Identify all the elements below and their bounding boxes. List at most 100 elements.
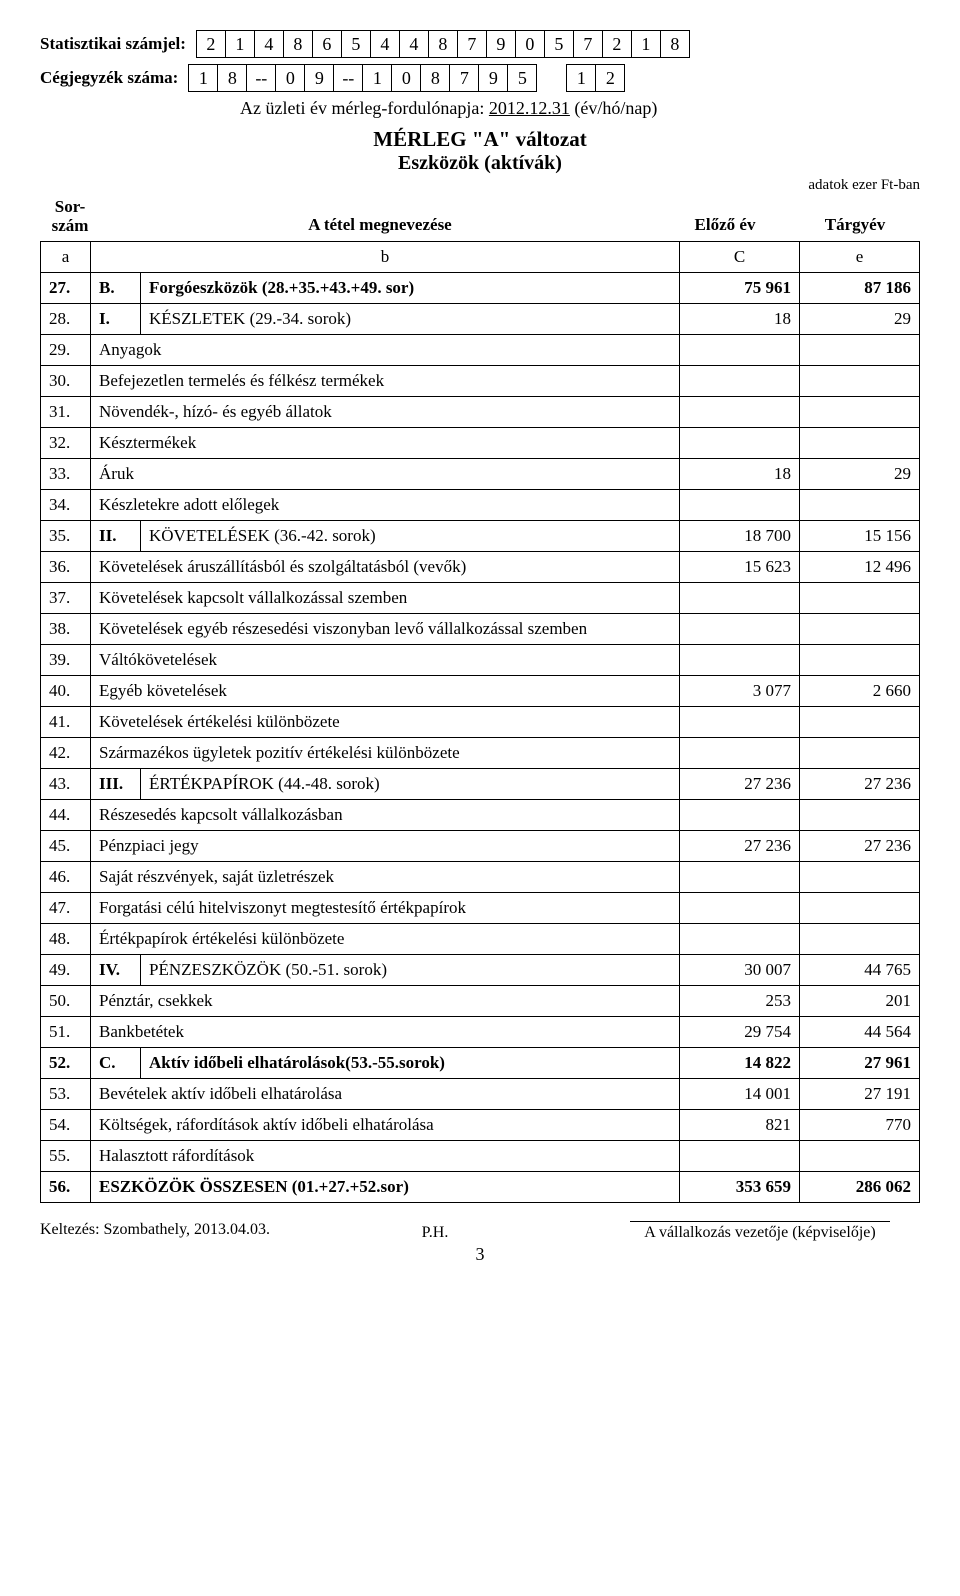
table-row: 38.Követelések egyéb részesedési viszony… (41, 614, 920, 645)
digit-box: 9 (486, 30, 516, 58)
cell-description: Anyagok (91, 335, 680, 366)
cell-prev-year: 18 700 (680, 521, 800, 552)
date-suffix: (év/hó/nap) (574, 98, 657, 118)
digit-box: 8 (283, 30, 313, 58)
table-row: 55.Halasztott ráfordítások (41, 1141, 920, 1172)
cell-curr-year (800, 335, 920, 366)
cell-prev-year: 27 236 (680, 831, 800, 862)
cell-curr-year (800, 645, 920, 676)
cell-sorszam: 34. (41, 490, 91, 521)
cell-curr-year (800, 1141, 920, 1172)
cell-curr-year: 12 496 (800, 552, 920, 583)
digit-box: 0 (275, 64, 305, 92)
cell-description: Saját részvények, saját üzletrészek (91, 862, 680, 893)
cell-description: ÉRTÉKPAPÍROK (44.-48. sorok) (141, 769, 680, 800)
cell-sorszam: 40. (41, 676, 91, 707)
cell-description: Pénztár, csekkek (91, 986, 680, 1017)
cell-sorszam: 46. (41, 862, 91, 893)
cell-sorszam: 31. (41, 397, 91, 428)
cell-curr-year (800, 583, 920, 614)
table-row: 42.Származékos ügyletek pozitív értékelé… (41, 738, 920, 769)
hdr-targyev: Tárgyév (790, 215, 920, 235)
cell-description: Pénzpiaci jegy (91, 831, 680, 862)
cell-description: KÉSZLETEK (29.-34. sorok) (141, 304, 680, 335)
col-letter-c: C (680, 242, 800, 273)
digit-box: -- (246, 64, 276, 92)
page-number: 3 (40, 1244, 920, 1265)
cell-sorszam: 44. (41, 800, 91, 831)
col-letter-b: b (91, 242, 680, 273)
digit-box: 1 (362, 64, 392, 92)
cell-description: Költségek, ráfordítások aktív időbeli el… (91, 1110, 680, 1141)
cell-section: II. (91, 521, 141, 552)
cell-description: Váltókövetelések (91, 645, 680, 676)
cell-prev-year (680, 800, 800, 831)
digit-box: 4 (370, 30, 400, 58)
table-row: 32.Késztermékek (41, 428, 920, 459)
table-row: 44.Részesedés kapcsolt vállalkozásban (41, 800, 920, 831)
cell-curr-year: 2 660 (800, 676, 920, 707)
table-row: 35.II.KÖVETELÉSEK (36.-42. sorok)18 7001… (41, 521, 920, 552)
stat-id-boxes: 21486544879057218 (196, 30, 690, 58)
cell-description: Aktív időbeli elhatárolások(53.-55.sorok… (141, 1048, 680, 1079)
cell-sorszam: 35. (41, 521, 91, 552)
cell-prev-year: 821 (680, 1110, 800, 1141)
cell-description: Követelések kapcsolt vállalkozással szem… (91, 583, 680, 614)
cell-sorszam: 38. (41, 614, 91, 645)
cell-description: PÉNZESZKÖZÖK (50.-51. sorok) (141, 955, 680, 986)
digit-box: 1 (188, 64, 218, 92)
cell-section: I. (91, 304, 141, 335)
col-letter-a: a (41, 242, 91, 273)
cell-prev-year: 15 623 (680, 552, 800, 583)
cell-prev-year (680, 428, 800, 459)
table-row: 46.Saját részvények, saját üzletrészek (41, 862, 920, 893)
cell-sorszam: 41. (41, 707, 91, 738)
digit-box: 7 (449, 64, 479, 92)
digit-box: 8 (420, 64, 450, 92)
digit-box: 5 (544, 30, 574, 58)
cell-sorszam: 30. (41, 366, 91, 397)
table-body: 27.B.Forgóeszközök (28.+35.+43.+49. sor)… (41, 273, 920, 1203)
cell-description: Követelések egyéb részesedési viszonyban… (91, 614, 680, 645)
digit-box: 5 (341, 30, 371, 58)
title-block: MÉRLEG "A" változat Eszközök (aktívák) (40, 127, 920, 175)
cell-prev-year (680, 1141, 800, 1172)
keltezes: Keltezés: Szombathely, 2013.04.03. (40, 1221, 270, 1239)
cell-prev-year (680, 893, 800, 924)
title-main: MÉRLEG "A" változat (40, 127, 920, 152)
cell-description: Egyéb követelések (91, 676, 680, 707)
cell-curr-year (800, 800, 920, 831)
table-row: 29.Anyagok (41, 335, 920, 366)
table-row: 52.C.Aktív időbeli elhatárolások(53.-55.… (41, 1048, 920, 1079)
cell-prev-year: 18 (680, 304, 800, 335)
cell-prev-year: 18 (680, 459, 800, 490)
digit-box: 2 (595, 64, 625, 92)
cell-curr-year: 44 765 (800, 955, 920, 986)
cell-sorszam: 33. (41, 459, 91, 490)
cell-sorszam: 56. (41, 1172, 91, 1203)
cell-description: Áruk (91, 459, 680, 490)
cell-sorszam: 39. (41, 645, 91, 676)
table-row: 39.Váltókövetelések (41, 645, 920, 676)
cell-curr-year: 27 236 (800, 831, 920, 862)
table-row: 34.Készletekre adott előlegek (41, 490, 920, 521)
cell-sorszam: 29. (41, 335, 91, 366)
cell-description: Értékpapírok értékelési különbözete (91, 924, 680, 955)
cell-prev-year (680, 924, 800, 955)
cell-curr-year: 770 (800, 1110, 920, 1141)
cell-description: Bevételek aktív időbeli elhatárolása (91, 1079, 680, 1110)
table-row: 31.Növendék-, hízó- és egyéb állatok (41, 397, 920, 428)
cell-description: Növendék-, hízó- és egyéb állatok (91, 397, 680, 428)
reg-id-label: Cégjegyzék száma: (40, 68, 178, 88)
cell-curr-year (800, 862, 920, 893)
digit-box: 1 (631, 30, 661, 58)
reg-id-row: Cégjegyzék száma: 18--09--10879512 (40, 64, 920, 92)
digit-box: 4 (254, 30, 284, 58)
cell-prev-year: 3 077 (680, 676, 800, 707)
cell-prev-year: 27 236 (680, 769, 800, 800)
cell-sorszam: 50. (41, 986, 91, 1017)
cell-description: Részesedés kapcsolt vállalkozásban (91, 800, 680, 831)
digit-box: 8 (660, 30, 690, 58)
table-row: 41.Követelések értékelési különbözete (41, 707, 920, 738)
table-letter-row: a b C e (41, 242, 920, 273)
